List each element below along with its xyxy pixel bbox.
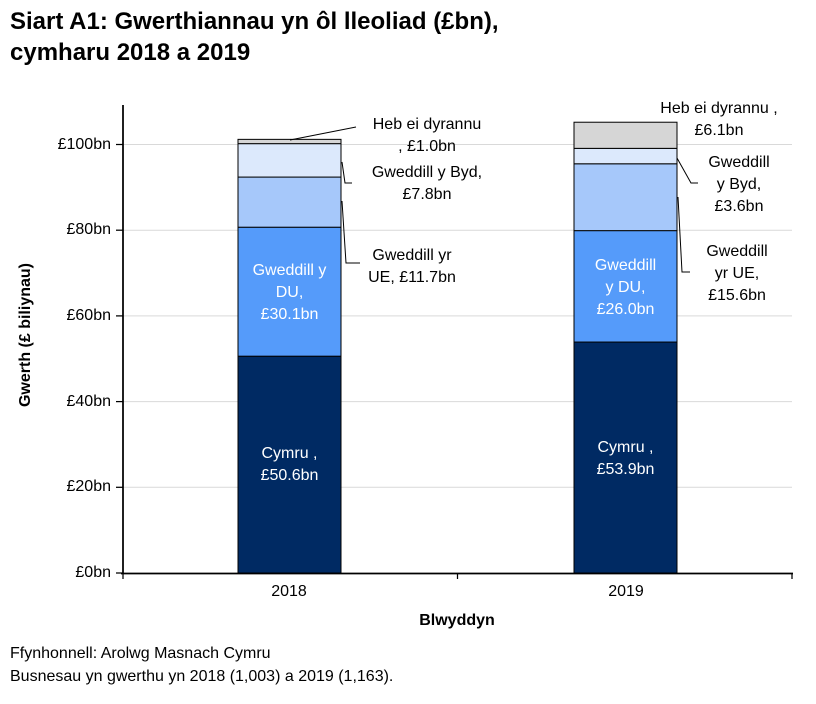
bar-label-cymru-2019: Cymru , £53.9bn <box>596 439 655 478</box>
y-tick-label-80: £80bn <box>66 221 112 238</box>
annotation-byd-2019: Gweddill y Byd, £3.6bn <box>708 154 770 215</box>
y-tick-label-60: £60bn <box>66 307 112 324</box>
bar-segment-2018-cymru <box>237 355 342 574</box>
bar-segment-2019-heb-ei-dyrannu <box>573 121 678 149</box>
bar-segment-2019-cymru <box>573 341 678 574</box>
category-label-2018: 2018 <box>271 583 307 600</box>
y-tick-label-20: £20bn <box>66 478 112 495</box>
annotation-ue-2019: Gweddill yr UE, £15.6bn <box>706 243 768 304</box>
bar-segment-2018-gweddill-yr-ue <box>237 176 342 228</box>
leader-byd-2019 <box>676 157 698 184</box>
leader-byd-2018 <box>341 161 352 184</box>
source-note: Ffynhonnell: Arolwg Masnach Cymru <box>10 645 271 662</box>
annotation-ue-2018: Gweddill yr UE, £11.7bn <box>368 247 456 286</box>
sample-size-note: Busnesau yn gwerthu yn 2018 (1,003) a 20… <box>10 668 394 685</box>
y-tick-label-40: £40bn <box>66 393 112 410</box>
bar-segment-2018-gweddill-y-du <box>237 226 342 357</box>
bar-segment-2019-gweddill-y-byd <box>573 147 678 165</box>
bar-label-cymru-2018: Cymru , £50.6bn <box>260 445 319 484</box>
bar-segment-2019-gweddill-y-du <box>573 230 678 343</box>
bar-label-du-2018: Gweddill y DU, £30.1bn <box>252 262 327 323</box>
leader-ue-2018 <box>341 200 360 264</box>
y-tick-label-100: £100bn <box>57 136 111 153</box>
leader-ue-2019 <box>677 196 690 273</box>
chart-title: Siart A1: Gwerthiannau yn ôl lleoliad (£… <box>10 8 499 66</box>
annotation-byd-2018: Gweddill y Byd, £7.8bn <box>371 164 483 203</box>
annotation-heb-2019: Heb ei dyrannu , £6.1bn <box>660 100 778 139</box>
bar-label-du-2019: Gweddill y DU, £26.0bn <box>594 257 657 318</box>
bar-segment-2018-gweddill-y-byd <box>237 143 342 178</box>
leader-heb-2018 <box>289 126 357 141</box>
bar-segment-2019-gweddill-yr-ue <box>573 163 678 232</box>
bar-segment-2018-heb-ei-dyrannu <box>237 138 342 145</box>
y-axis-title: Gwerth (£ biliynau) <box>17 263 34 408</box>
annotation-heb-2018: Heb ei dyrannu , £1.0bn <box>372 116 482 155</box>
category-label-2019: 2019 <box>608 583 644 600</box>
x-axis-title: Blwyddyn <box>419 612 495 629</box>
y-tick-label-0: £0bn <box>75 564 111 581</box>
